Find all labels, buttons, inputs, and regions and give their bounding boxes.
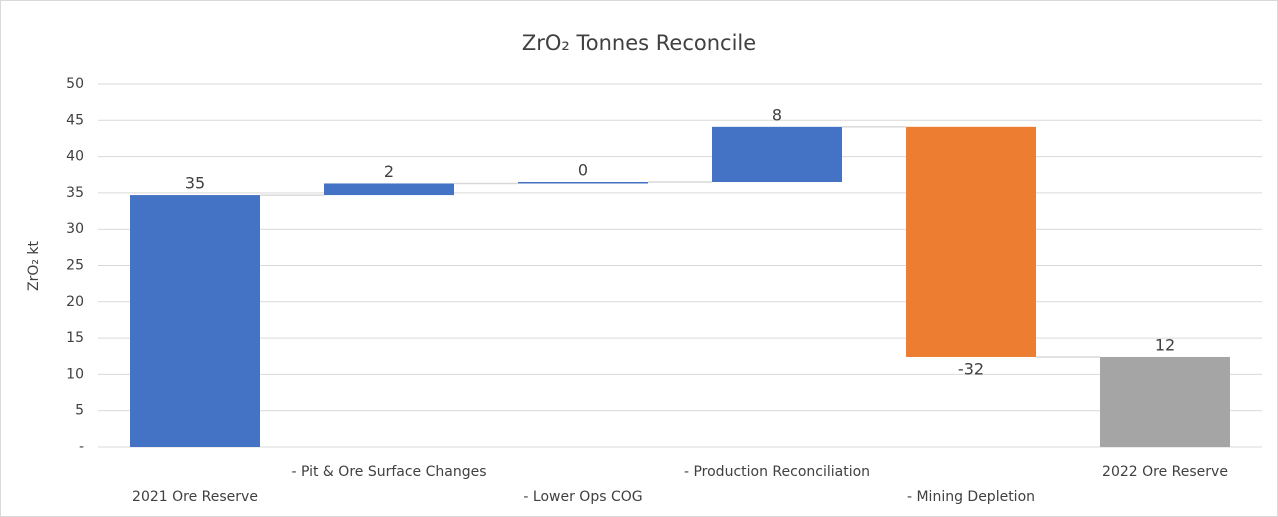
y-tick-label: 15 — [66, 330, 84, 346]
x-tick-label: 2022 Ore Reserve — [1102, 464, 1228, 480]
bar — [906, 126, 1036, 357]
bar — [1100, 356, 1230, 447]
y-tick-label: 10 — [66, 366, 84, 382]
bar — [324, 183, 454, 196]
bar — [712, 126, 842, 183]
y-tick-label: 50 — [66, 76, 84, 92]
y-tick-label: 40 — [66, 149, 84, 165]
y-tick-label: 45 — [66, 112, 84, 128]
y-tick-label: 20 — [66, 294, 84, 310]
data-label: 8 — [772, 105, 782, 124]
bar — [518, 182, 648, 184]
y-tick-label: 30 — [66, 221, 84, 237]
data-label: 12 — [1155, 335, 1175, 354]
data-label: 35 — [185, 174, 205, 193]
data-label: -32 — [958, 359, 984, 378]
x-tick-label: - Mining Depletion — [907, 489, 1035, 505]
y-tick-label: 35 — [66, 185, 84, 201]
x-tick-label: - Production Reconciliation — [684, 464, 870, 480]
y-tick-label: - — [79, 439, 84, 455]
y-tick-label: 5 — [75, 403, 84, 419]
data-label: 0 — [578, 161, 588, 180]
y-axis-label: ZrO₂ kt — [26, 240, 42, 291]
y-tick-label: 25 — [66, 258, 84, 274]
x-tick-label: - Pit & Ore Surface Changes — [291, 464, 486, 480]
data-label: 2 — [384, 162, 394, 181]
x-tick-label: 2021 Ore Reserve — [132, 489, 258, 505]
bar — [130, 195, 260, 447]
x-tick-label: - Lower Ops COG — [523, 489, 642, 505]
chart-title: ZrO₂ Tonnes Reconcile — [522, 31, 756, 55]
